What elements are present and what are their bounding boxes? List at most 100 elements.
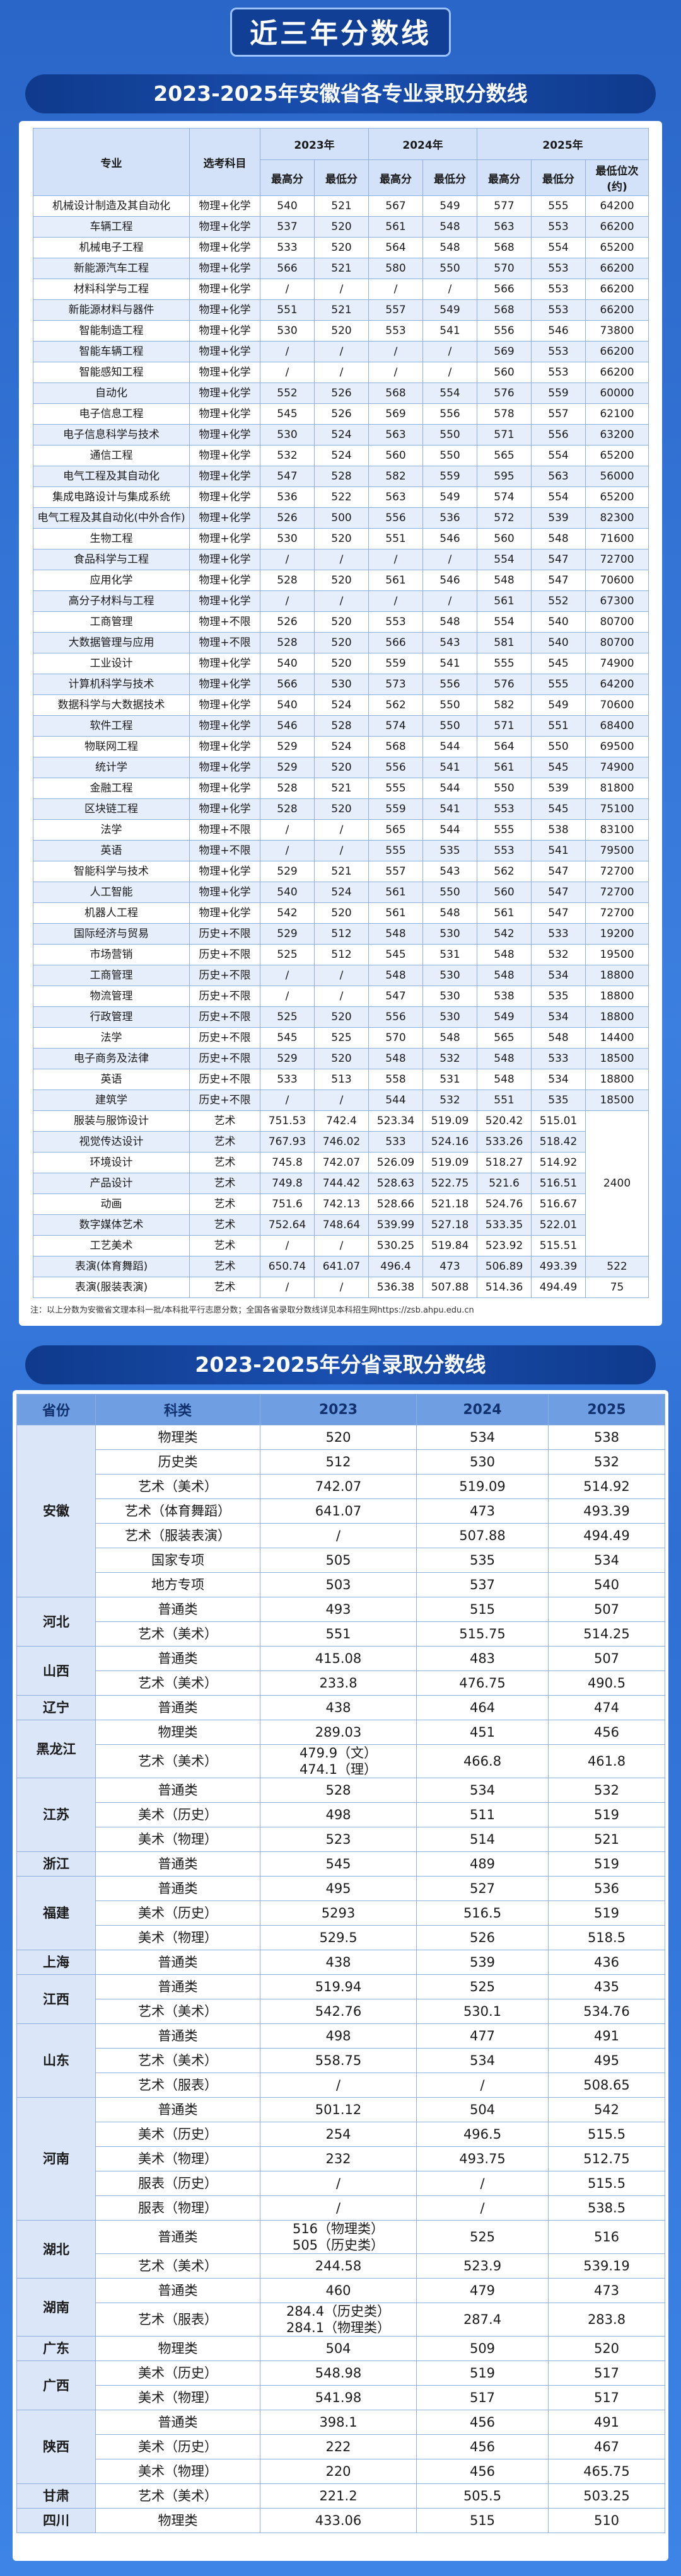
- table-cell: 551: [368, 528, 424, 549]
- table-cell: 461.8: [548, 1744, 665, 1778]
- table-cell: 466.8: [416, 1744, 549, 1778]
- table-cell: 533: [531, 923, 586, 945]
- table-cell: 521: [313, 258, 370, 279]
- table-cell: 普通类: [95, 1597, 260, 1622]
- table-cell: 物理+化学: [189, 424, 260, 446]
- table-cell: 526: [260, 611, 315, 633]
- table-cell: 553: [368, 611, 424, 633]
- table-cell: 477: [416, 2023, 549, 2049]
- table-cell: 美术（历史）: [95, 2122, 260, 2147]
- table-cell: 539.99: [368, 1214, 424, 1236]
- table-cell: 767.93: [260, 1131, 315, 1153]
- table-cell: 650.74: [260, 1256, 315, 1277]
- table-cell: 530: [422, 923, 478, 945]
- table-cell: 742.07: [260, 1474, 417, 1499]
- table-cell: 563: [477, 216, 532, 238]
- header-cell: 科类: [95, 1394, 260, 1425]
- table-cell: 英语: [33, 1069, 190, 1090]
- table-row: 美术（历史） 254 496.5 515.5: [17, 2122, 665, 2147]
- table-row: 服表（物理） //538.5: [17, 2195, 665, 2221]
- table-cell: 19500: [585, 944, 649, 965]
- table-cell: 563: [531, 466, 586, 487]
- table-cell: 541: [422, 757, 478, 778]
- table-cell: 70600: [585, 694, 649, 716]
- province-score-table: 省份 科类 2023 2024 2025 安徽 物理类 520 534 538 历史类 512 530 5…: [16, 1394, 665, 2533]
- table-row: 工业设计 物理+化学 540 520 559 541 555 545 74900: [33, 653, 649, 674]
- table-cell: 环境设计: [33, 1152, 190, 1173]
- table-cell: 515: [416, 2508, 549, 2533]
- table-cell: 60000: [585, 382, 649, 404]
- table-cell: 233.8: [260, 1670, 417, 1696]
- table-row: 艺术（美术） 742.07 519.09 514.92: [17, 1474, 665, 1499]
- table-cell: 545: [531, 653, 586, 674]
- table-row: 艺术（美术） 551 515.75 514.25: [17, 1621, 665, 1647]
- table-cell: 63200: [585, 424, 649, 446]
- table-cell: 物理+化学: [189, 466, 260, 487]
- table-cell: 美术（历史）: [95, 1802, 260, 1827]
- table-cell: 508.65: [548, 2073, 665, 2098]
- table-cell: 479: [416, 2278, 549, 2303]
- table-cell: 559: [531, 382, 586, 404]
- table-cell: 564: [368, 237, 424, 258]
- table-cell: 艺术: [189, 1193, 260, 1215]
- table-cell: 553: [531, 362, 586, 383]
- table-cell: 570: [368, 1027, 424, 1049]
- table-row: 生物工程 物理+化学 530 520 551 546 560 548 71600: [33, 528, 649, 549]
- table-row: 艺术（美术） 558.75 534 495: [17, 2048, 665, 2073]
- table-cell: 560: [477, 882, 532, 903]
- table-cell: 530: [313, 674, 370, 695]
- table-cell: 18800: [585, 965, 649, 986]
- table-cell: 532: [422, 1090, 478, 1111]
- table-cell: 材料科学与工程: [33, 279, 190, 300]
- table-cell: /: [313, 965, 370, 986]
- table-cell: /: [313, 362, 370, 383]
- table-cell: 81800: [585, 778, 649, 799]
- table-cell: 545: [260, 1027, 315, 1049]
- table-cell: 机械电子工程: [33, 237, 190, 258]
- table-cell: 479.9（文） 474.1（理）: [260, 1744, 417, 1778]
- header-cell: 最高分: [368, 159, 424, 196]
- table-row: 艺术（服表） //508.65: [17, 2073, 665, 2098]
- table-cell: 物理+化学: [189, 674, 260, 695]
- table-cell: 历史+不限: [189, 986, 260, 1007]
- table-cell: 595: [477, 466, 532, 487]
- table-row: 大数据管理与应用 物理+不限 528 520 566 543 581 540 80700: [33, 632, 649, 653]
- table-cell: 527: [416, 1876, 549, 1901]
- table-cell: 558.75: [260, 2048, 417, 2073]
- table-cell: /: [313, 279, 370, 300]
- banner: 近三年分数线: [230, 8, 451, 57]
- table-cell: 机械设计制造及其自动化: [33, 195, 190, 217]
- table-cell: 641.07: [260, 1498, 417, 1524]
- table-row: 国家专项 505 535 534: [17, 1548, 665, 1573]
- table-cell: 561: [477, 590, 532, 612]
- table-cell: 物理+化学: [189, 715, 260, 737]
- table-cell: 745.8: [260, 1152, 315, 1173]
- table-cell: 555: [477, 819, 532, 841]
- cell-line: 479.9（文）: [299, 1745, 378, 1761]
- table-cell: 528.63: [368, 1173, 424, 1194]
- table-cell: 普通类: [95, 2023, 260, 2049]
- table-cell: /: [422, 341, 478, 362]
- table-cell: 519.94: [260, 1974, 417, 1999]
- table-cell: /: [260, 549, 315, 570]
- table-cell: 539: [531, 507, 586, 529]
- table-cell: 541: [422, 798, 478, 820]
- table-cell: 526: [416, 1925, 549, 1950]
- table-cell: 520: [313, 216, 370, 238]
- table-cell: 436: [548, 1950, 665, 1975]
- table-cell: 国际经济与贸易: [33, 923, 190, 945]
- table-cell: 计算机科学与技术: [33, 674, 190, 695]
- table-cell: 456: [416, 2459, 549, 2484]
- table-row: 计算机科学与技术 物理+化学 566 530 573 556 576 555 64200: [33, 674, 649, 695]
- table-cell: 526.09: [368, 1152, 424, 1173]
- table-cell: 561: [368, 902, 424, 924]
- table-cell: 415.08: [260, 1646, 417, 1671]
- table-cell: 普通类: [95, 1851, 260, 1877]
- table-cell: 751.6: [260, 1193, 315, 1215]
- table-cell: 561: [477, 757, 532, 778]
- table-cell: 80700: [585, 632, 649, 653]
- table-cell: 应用化学: [33, 570, 190, 591]
- table-row: 艺术（美术） 244.58 523.9 539.19: [17, 2253, 665, 2279]
- table-cell: 行政管理: [33, 1006, 190, 1028]
- table-cell: 562: [368, 694, 424, 716]
